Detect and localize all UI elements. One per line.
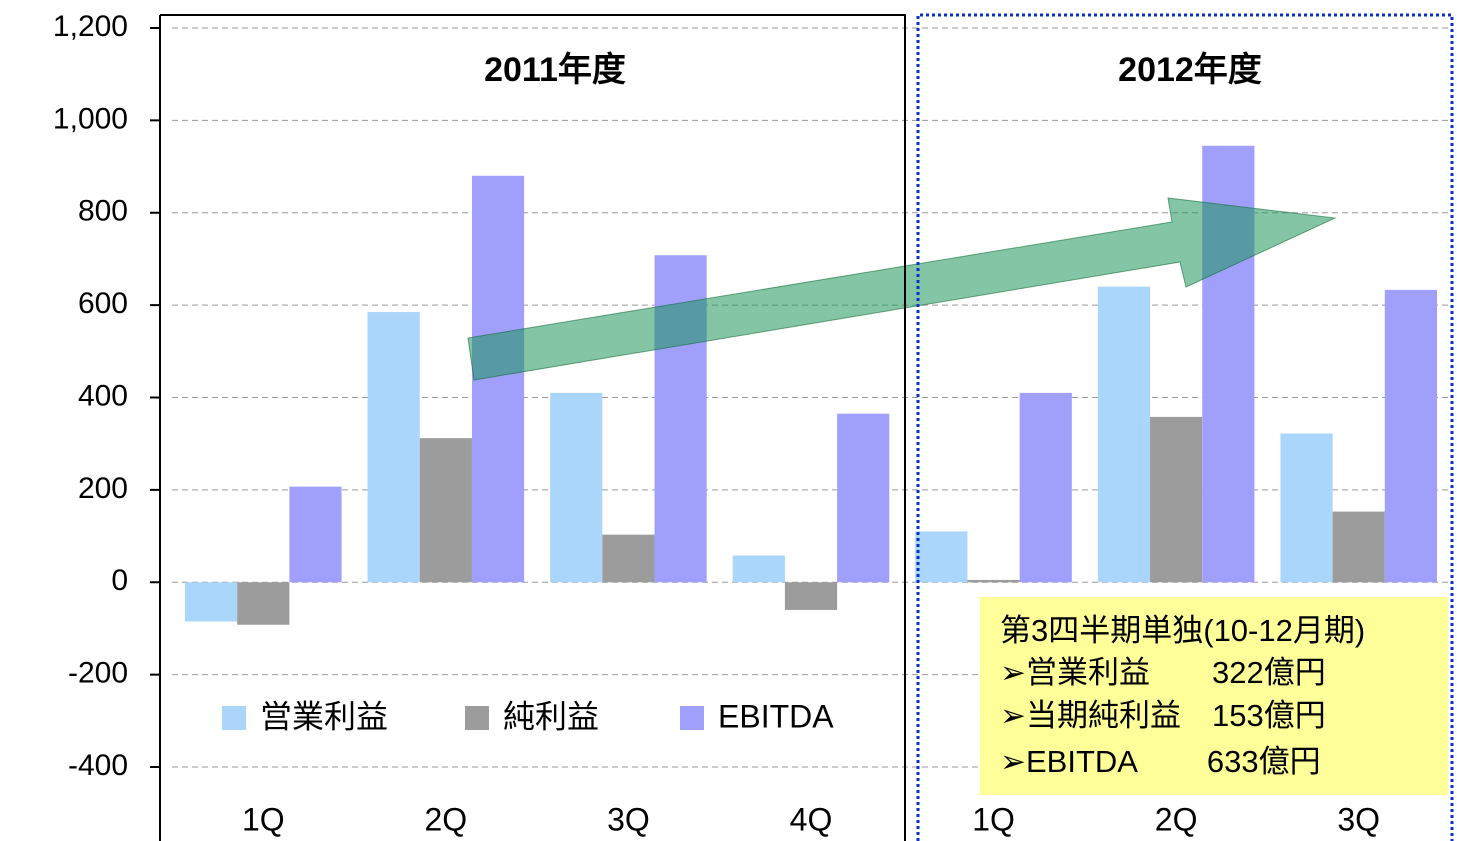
y-tick-label: 1,000 [53, 102, 128, 135]
bar [550, 392, 603, 583]
x-tick-label: 1Q [972, 801, 1015, 837]
bar [1097, 286, 1151, 583]
legend-swatch [680, 706, 704, 730]
bar [1280, 433, 1333, 583]
x-tick-label: 1Q [242, 801, 285, 837]
period-label: 2012年度 [1118, 51, 1262, 89]
legend-label: 営業利益 [260, 698, 388, 734]
legend-swatch [465, 706, 489, 730]
legend: 営業利益 純利益 EBITDA [222, 698, 834, 734]
annotation-line: ➢当期純利益 153億円 [1000, 698, 1326, 733]
bar [289, 486, 342, 583]
bar [602, 534, 655, 583]
legend-label: EBITDA [718, 698, 834, 734]
bar [1150, 416, 1203, 583]
bar [784, 582, 838, 610]
bar [185, 582, 238, 622]
bar [732, 555, 785, 583]
x-tick-label: 3Q [1337, 801, 1380, 837]
bar [237, 582, 290, 625]
annotation-line: ➢営業利益 322億円 [1000, 655, 1326, 690]
y-tick-label: 400 [78, 379, 128, 412]
bar [367, 312, 420, 583]
y-tick-label: 0 [111, 564, 128, 597]
x-tick-label: 3Q [607, 801, 650, 837]
bar [915, 531, 968, 583]
bar [1332, 511, 1385, 583]
bar [419, 438, 472, 583]
bar [1019, 392, 1072, 583]
annotation-line: ➢EBITDA 633億円 [1000, 744, 1321, 779]
x-tick-label: 4Q [790, 801, 833, 837]
trend-arrow [467, 197, 1337, 381]
bar [967, 579, 1020, 583]
y-tick-label: 1,200 [53, 10, 128, 43]
bars [185, 145, 1437, 625]
annotation-box [980, 597, 1448, 795]
legend-swatch [222, 706, 246, 730]
legend-label: 純利益 [503, 698, 599, 734]
bar [837, 413, 890, 583]
bar [1384, 289, 1437, 583]
x-tick-label: 2Q [1155, 801, 1198, 837]
y-tick-label: 800 [78, 195, 128, 228]
y-tick-label: -400 [68, 749, 128, 782]
period-box-2012 [916, 13, 1454, 841]
period-box-2011 [160, 14, 906, 841]
y-tick-label: -200 [68, 657, 128, 690]
x-tick-label: 2Q [425, 801, 468, 837]
period-label: 2011年度 [484, 51, 626, 89]
y-tick-label: 200 [78, 472, 128, 505]
annotation-line: 第3四半期単独(10-12月期) [1000, 613, 1365, 648]
y-tick-label: 600 [78, 287, 128, 320]
